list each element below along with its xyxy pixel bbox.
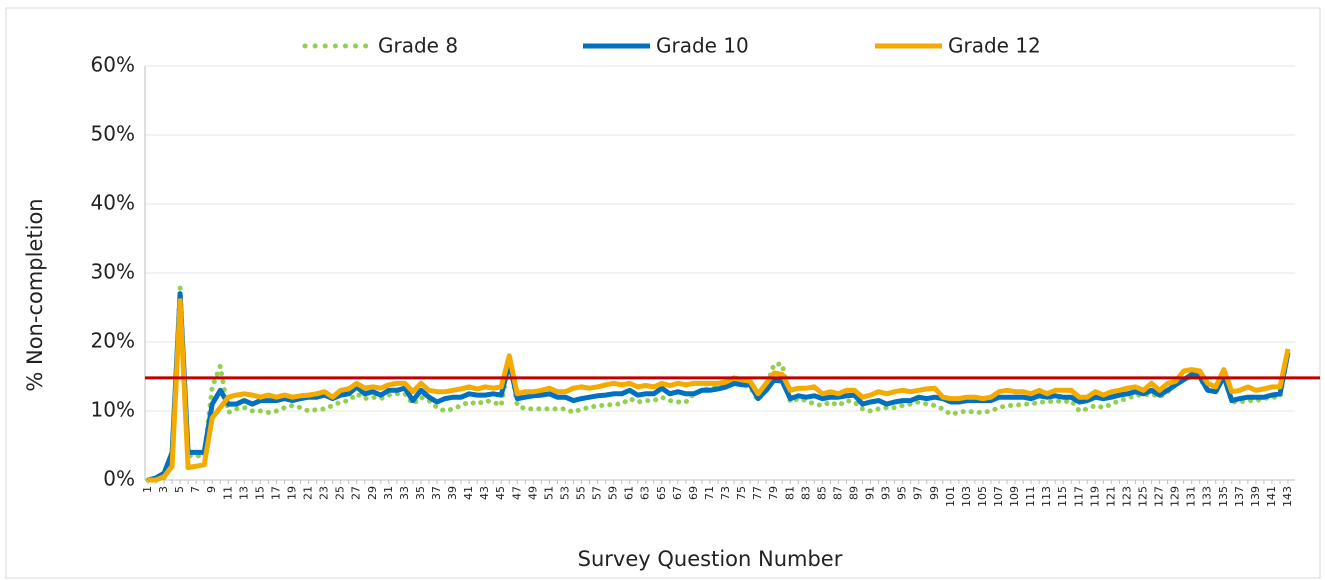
x-tick-label: 71 bbox=[703, 486, 716, 500]
x-tick-label: 95 bbox=[896, 486, 909, 500]
x-tick-label: 103 bbox=[960, 486, 973, 507]
x-tick-label: 27 bbox=[350, 486, 363, 500]
x-tick-label: 23 bbox=[318, 486, 331, 500]
x-tick-label: 5 bbox=[173, 486, 186, 493]
x-tick-label: 45 bbox=[494, 486, 507, 500]
x-tick-label: 143 bbox=[1281, 486, 1294, 507]
x-tick-label: 29 bbox=[366, 486, 379, 500]
x-tick-label: 75 bbox=[735, 486, 748, 500]
y-tick-label: 0% bbox=[103, 467, 135, 491]
x-tick-label: 59 bbox=[607, 486, 620, 500]
y-tick-label: 50% bbox=[91, 122, 135, 146]
x-tick-label: 63 bbox=[639, 486, 652, 500]
x-tick-label: 127 bbox=[1153, 486, 1166, 507]
y-tick-label: 30% bbox=[91, 260, 135, 284]
x-tick-label: 101 bbox=[944, 486, 957, 507]
y-tick-label: 20% bbox=[91, 329, 135, 353]
x-tick-label: 7 bbox=[189, 486, 202, 493]
x-tick-label: 37 bbox=[430, 486, 443, 500]
y-tick-label: 40% bbox=[91, 191, 135, 215]
x-tick-label: 125 bbox=[1136, 486, 1149, 507]
x-tick-label: 53 bbox=[558, 486, 571, 500]
x-tick-label: 49 bbox=[526, 486, 539, 500]
x-tick-label: 117 bbox=[1072, 486, 1085, 507]
x-tick-label: 65 bbox=[655, 486, 668, 500]
y-axis-title: % Non-completion bbox=[23, 198, 47, 391]
chart-frame bbox=[5, 7, 1321, 579]
x-tick-label: 129 bbox=[1169, 486, 1182, 507]
x-tick-label: 55 bbox=[575, 486, 588, 500]
x-tick-label: 107 bbox=[992, 486, 1005, 507]
x-tick-label: 99 bbox=[928, 486, 941, 500]
x-tick-label: 9 bbox=[205, 486, 218, 493]
x-tick-label: 83 bbox=[799, 486, 812, 500]
x-tick-label: 113 bbox=[1040, 486, 1053, 507]
legend-label: Grade 10 bbox=[656, 34, 749, 58]
x-tick-label: 31 bbox=[382, 486, 395, 500]
x-tick-label: 69 bbox=[687, 486, 700, 500]
x-tick-label: 57 bbox=[591, 486, 604, 500]
x-tick-label: 17 bbox=[269, 486, 282, 500]
x-tick-label: 35 bbox=[414, 486, 427, 500]
x-tick-label: 11 bbox=[221, 486, 234, 500]
legend-label: Grade 8 bbox=[378, 34, 458, 58]
series-line bbox=[147, 291, 1291, 483]
x-tick-label: 137 bbox=[1233, 486, 1246, 507]
x-tick-label: 67 bbox=[671, 486, 684, 500]
x-tick-label: 3 bbox=[157, 486, 170, 493]
x-tick-label: 77 bbox=[751, 486, 764, 500]
x-tick-label: 97 bbox=[912, 486, 925, 500]
x-axis-title: Survey Question Number bbox=[578, 547, 843, 571]
x-tick-label: 73 bbox=[719, 486, 732, 500]
x-tick-label: 85 bbox=[815, 486, 828, 500]
x-tick-label: 89 bbox=[847, 486, 860, 500]
legend-label: Grade 12 bbox=[948, 34, 1041, 58]
x-tick-label: 39 bbox=[446, 486, 459, 500]
x-tick-label: 123 bbox=[1120, 486, 1133, 507]
series-line bbox=[145, 284, 1291, 483]
x-tick-label: 109 bbox=[1008, 486, 1021, 507]
x-tick-label: 121 bbox=[1104, 486, 1117, 507]
x-tick-label: 15 bbox=[253, 486, 266, 500]
x-tick-label: 43 bbox=[478, 486, 491, 500]
x-tick-label: 41 bbox=[462, 486, 475, 500]
x-tick-label: 93 bbox=[880, 486, 893, 500]
y-tick-label: 10% bbox=[91, 398, 135, 422]
x-tick-label: 131 bbox=[1185, 486, 1198, 507]
x-tick-label: 139 bbox=[1249, 486, 1262, 507]
series-line bbox=[148, 298, 1291, 483]
x-tick-label: 133 bbox=[1201, 486, 1214, 507]
x-tick-label: 111 bbox=[1024, 486, 1037, 507]
x-tick-label: 119 bbox=[1088, 486, 1101, 507]
x-tick-label: 13 bbox=[237, 486, 250, 500]
x-tick-label: 91 bbox=[864, 486, 877, 500]
x-tick-label: 105 bbox=[976, 486, 989, 507]
x-tick-label: 115 bbox=[1056, 486, 1069, 507]
x-tick-label: 33 bbox=[398, 486, 411, 500]
x-tick-label: 25 bbox=[334, 486, 347, 500]
x-tick-label: 1 bbox=[141, 486, 154, 493]
x-tick-label: 19 bbox=[286, 486, 299, 500]
x-tick-label: 51 bbox=[542, 486, 555, 500]
x-tick-label: 79 bbox=[767, 486, 780, 500]
x-tick-label: 135 bbox=[1217, 486, 1230, 507]
x-tick-label: 21 bbox=[302, 486, 315, 500]
x-tick-label: 87 bbox=[831, 486, 844, 500]
x-tick-label: 47 bbox=[510, 486, 523, 500]
y-tick-label: 60% bbox=[91, 53, 135, 77]
x-tick-label: 141 bbox=[1265, 486, 1278, 507]
x-tick-label: 81 bbox=[783, 486, 796, 500]
x-tick-label: 61 bbox=[623, 486, 636, 500]
